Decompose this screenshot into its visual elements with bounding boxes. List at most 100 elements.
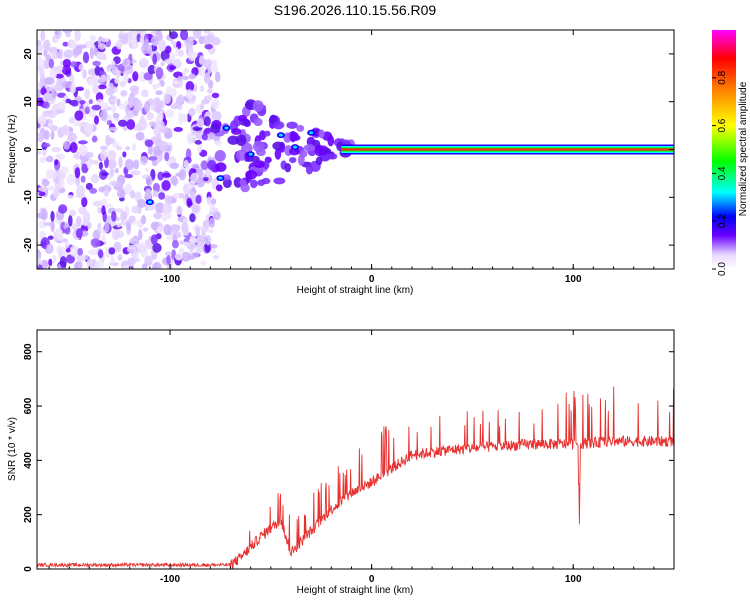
noise-blob [178,112,184,125]
noise-blob [143,72,153,81]
noise-blob [82,218,89,227]
noise-blob [207,228,214,234]
sidelobe-blob [314,144,324,157]
noise-blob [66,194,75,199]
chart-title: S196.2026.110.15.56.R09 [274,2,437,18]
snr-x-tick-label: 0 [369,574,375,585]
sidelobe-peak-core [248,152,253,156]
noise-blob [115,39,123,50]
noise-blob [59,256,67,268]
noise-blob [188,37,194,48]
sidelobe-blob [272,141,284,151]
noise-blob [69,245,79,257]
noise-blob [42,101,50,109]
spectrogram-y-tick-label: 20 [23,48,34,60]
noise-blob [84,88,91,100]
noise-blob [84,106,90,115]
sidelobe-blob [241,142,253,154]
sidelobe-blob [289,130,297,143]
noise-blob [188,107,196,117]
noise-blob [163,224,172,236]
noise-blob [118,103,126,110]
noise-blob [199,103,205,110]
noise-blob [103,184,110,191]
noise-blob [83,122,94,134]
noise-blob [51,89,58,98]
noise-blob [211,98,220,110]
noise-blob [78,64,84,71]
noise-blob [75,193,86,199]
spectrogram-x-tick-label: -100 [160,274,180,285]
noise-blob [65,248,71,253]
noise-blob [140,246,148,259]
noise-blob [120,90,128,97]
noise-blob [188,50,198,62]
noise-blob [197,66,206,77]
snr-y-tick-label: 200 [23,506,34,523]
noise-blob [188,73,196,80]
noise-blob [164,251,173,256]
noise-blob [144,100,151,113]
noise-blob [66,173,76,186]
sidelobe-blob [303,144,316,152]
noise-blob [53,187,60,199]
noise-blob [96,99,104,105]
noise-blob [128,95,135,108]
carrier-line [341,148,674,151]
noise-blob [191,186,196,192]
noise-blob [150,234,158,245]
noise-blob [44,76,54,85]
noise-blob [203,59,212,69]
noise-blob [87,249,98,255]
noise-blob [41,208,48,221]
noise-blob [115,145,122,151]
noise-blob [185,89,194,99]
noise-blob [189,213,196,223]
noise-blob [40,87,47,96]
noise-blob [169,31,179,40]
noise-blob [160,61,165,67]
noise-blob [52,254,57,263]
noise-blob [62,59,72,68]
noise-blob [152,243,162,253]
noise-blob [131,37,136,50]
noise-blob [109,167,115,178]
noise-blob [108,247,116,255]
sidelobe-blob [237,114,248,122]
snr-panel: -100 0 100 0 200 400 600 800 Height of straight… [7,329,675,596]
noise-blob [175,205,184,215]
noise-blob [63,142,70,150]
noise-blob [191,252,200,258]
snr-series-line [37,386,674,569]
noise-blob [88,98,93,105]
noise-blob [183,159,189,169]
noise-blob [55,109,65,114]
spectrogram-x-tick-label: 0 [369,274,375,285]
noise-blob [212,207,219,213]
noise-blob [59,179,65,189]
sidelobe-blob [327,135,335,147]
colorbar: 0.0 0.2 0.4 0.6 0.8 Normalized spectral ampl… [712,30,749,276]
noise-blob [91,135,98,143]
noise-blob [100,150,107,161]
noise-blob [144,167,150,172]
noise-blob [158,192,166,200]
noise-blob [155,67,164,79]
noise-blob [43,59,50,70]
noise-blob [50,210,55,222]
noise-blob [196,117,205,128]
sidelobe-blob [329,153,338,160]
noise-blob [174,252,183,261]
noise-blob [133,159,140,170]
noise-blob [107,64,117,70]
sidelobe-blob [252,100,264,112]
noise-blob [85,182,93,191]
noise-blob [157,171,164,181]
sidelobe-peak-core [224,126,229,130]
noise-blob [63,49,74,59]
noise-blob [192,30,202,39]
noise-blob [120,36,129,45]
noise-blob [122,151,127,158]
noise-blob [65,32,72,38]
noise-blob [117,254,123,261]
